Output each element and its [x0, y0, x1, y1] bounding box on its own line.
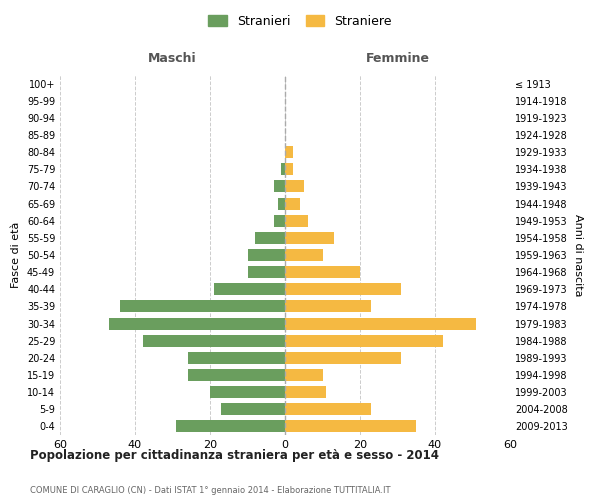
Bar: [285, 198, 300, 209]
Bar: [274, 214, 285, 226]
Bar: [176, 420, 285, 432]
Text: COMUNE DI CARAGLIO (CN) - Dati ISTAT 1° gennaio 2014 - Elaborazione TUTTITALIA.I: COMUNE DI CARAGLIO (CN) - Dati ISTAT 1° …: [30, 486, 391, 495]
Bar: [277, 198, 285, 209]
Bar: [255, 232, 285, 244]
Bar: [187, 369, 285, 381]
Y-axis label: Fasce di età: Fasce di età: [11, 222, 21, 288]
Bar: [187, 352, 285, 364]
Bar: [285, 369, 323, 381]
Bar: [285, 214, 308, 226]
Text: Popolazione per cittadinanza straniera per età e sesso - 2014: Popolazione per cittadinanza straniera p…: [30, 450, 439, 462]
Bar: [221, 404, 285, 415]
Bar: [285, 404, 371, 415]
Bar: [285, 352, 401, 364]
Bar: [143, 334, 285, 346]
Bar: [285, 334, 443, 346]
Bar: [248, 266, 285, 278]
Bar: [274, 180, 285, 192]
Bar: [285, 386, 326, 398]
Bar: [285, 420, 416, 432]
Bar: [285, 318, 476, 330]
Bar: [285, 146, 293, 158]
Bar: [120, 300, 285, 312]
Bar: [214, 284, 285, 296]
Bar: [281, 164, 285, 175]
Bar: [285, 164, 293, 175]
Text: Maschi: Maschi: [148, 52, 197, 64]
Bar: [210, 386, 285, 398]
Bar: [285, 284, 401, 296]
Bar: [285, 232, 334, 244]
Bar: [285, 300, 371, 312]
Bar: [285, 249, 323, 261]
Bar: [285, 180, 304, 192]
Text: Femmine: Femmine: [365, 52, 430, 64]
Legend: Stranieri, Straniere: Stranieri, Straniere: [205, 11, 395, 32]
Bar: [285, 266, 360, 278]
Bar: [248, 249, 285, 261]
Bar: [109, 318, 285, 330]
Y-axis label: Anni di nascita: Anni di nascita: [573, 214, 583, 296]
